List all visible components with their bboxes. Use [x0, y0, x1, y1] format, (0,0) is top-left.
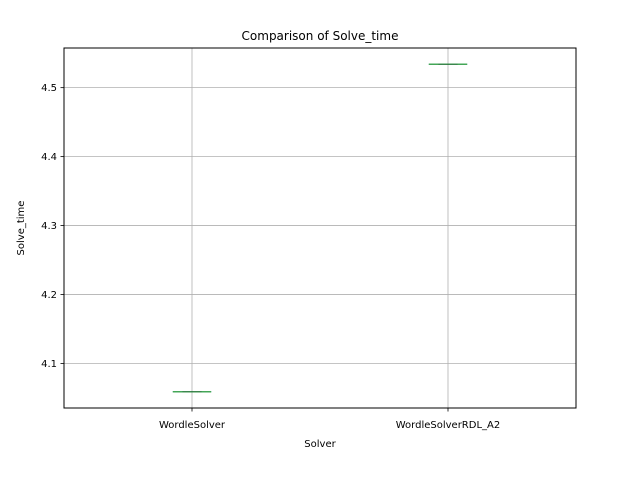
grid-layer — [64, 48, 576, 408]
y-tick-label: 4.1 — [41, 359, 57, 370]
chart-title: Comparison of Solve_time — [242, 29, 399, 43]
marks-layer — [172, 63, 468, 393]
plot-frame — [63, 47, 577, 409]
y-tick-label: 4.5 — [41, 83, 57, 94]
x-tick-label: WordleSolverRDL_A2 — [396, 420, 500, 431]
y-tick-label: 4.4 — [41, 152, 57, 163]
y-tick-label: 4.2 — [41, 290, 57, 301]
x-tick-label: WordleSolver — [159, 420, 226, 431]
ticks-layer: 4.1 4.2 4.3 4.4 4.5 WordleSolver WordleSolverR… — [41, 83, 500, 431]
x-axis-label: Solver — [304, 439, 336, 450]
y-tick-label: 4.3 — [41, 221, 57, 232]
y-axis-label: Solve_time — [16, 201, 27, 256]
